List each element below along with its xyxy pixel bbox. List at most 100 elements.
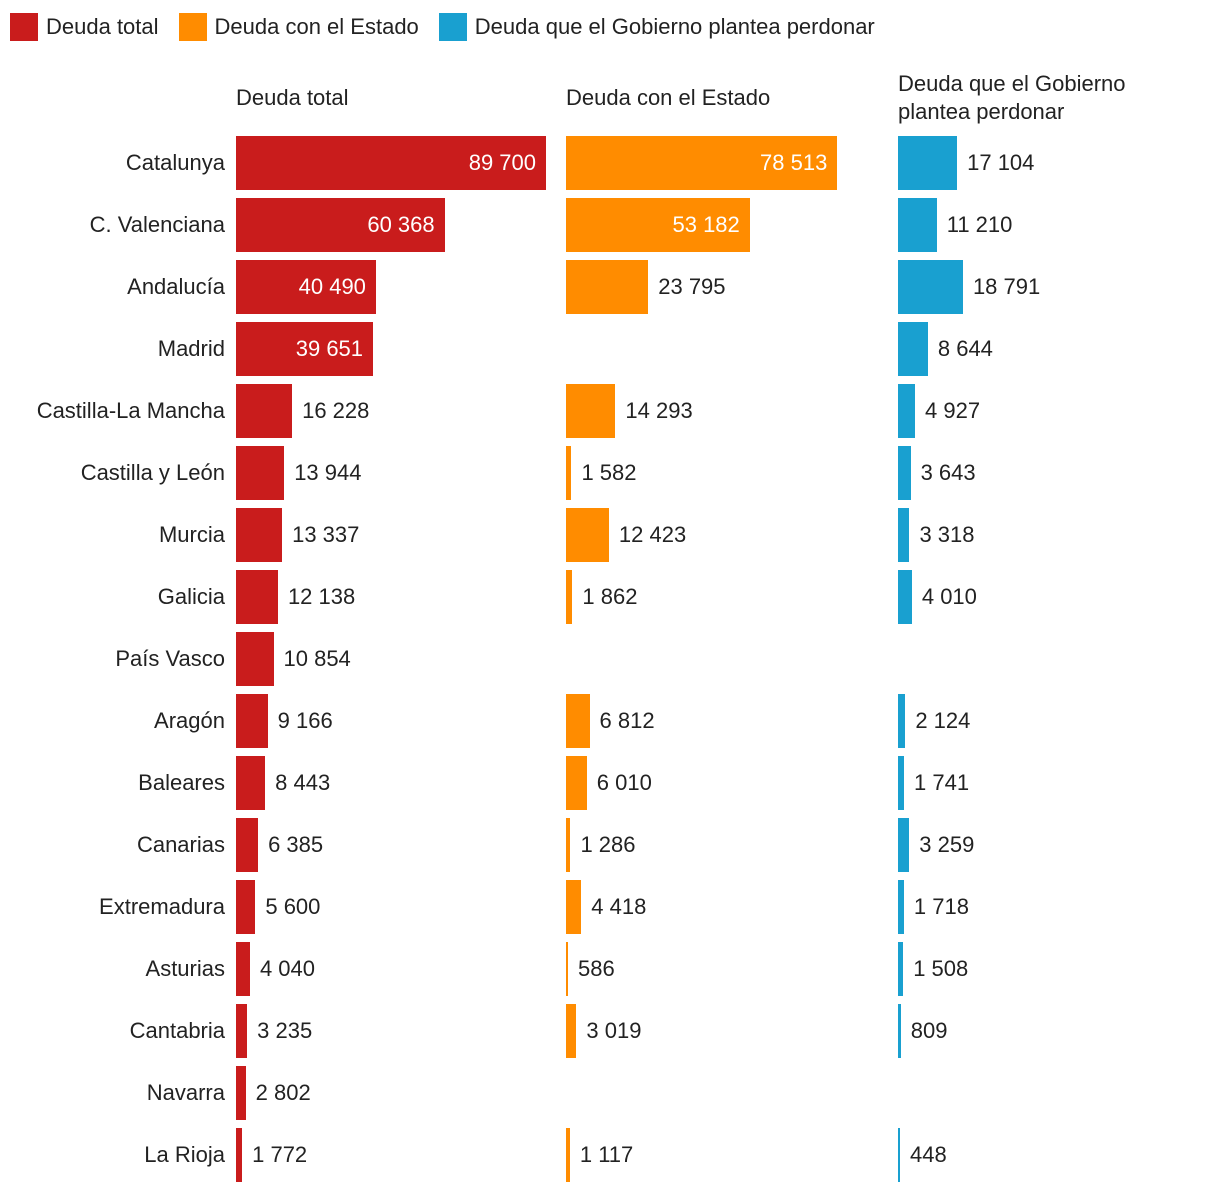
category-label: C. Valenciana bbox=[89, 212, 225, 237]
bar-deuda-perdonar bbox=[898, 756, 905, 810]
bar-deuda-total bbox=[236, 570, 278, 624]
value-label-deuda-perdonar: 2 124 bbox=[915, 708, 971, 733]
value-label-deuda-total: 40 490 bbox=[298, 274, 366, 299]
bar-deuda-estado bbox=[566, 942, 569, 996]
value-label-deuda-perdonar: 448 bbox=[910, 1142, 947, 1167]
value-label-deuda-estado: 6 010 bbox=[596, 770, 652, 795]
category-label: La Rioja bbox=[144, 1142, 225, 1167]
value-label-deuda-total: 3 235 bbox=[257, 1018, 313, 1043]
column-title-deuda-perdonar: Deuda que el Gobierno plantea perdonar bbox=[898, 70, 1126, 126]
legend-label-deuda-perdonar: Deuda que el Gobierno plantea perdonar bbox=[474, 14, 875, 39]
value-label-deuda-total: 6 385 bbox=[268, 832, 324, 857]
bar-deuda-total bbox=[236, 260, 376, 314]
value-label-deuda-estado: 1 286 bbox=[580, 832, 636, 857]
bar-deuda-estado bbox=[566, 880, 582, 934]
value-label-deuda-estado: 4 418 bbox=[591, 894, 647, 919]
value-label-deuda-total: 13 944 bbox=[294, 460, 362, 485]
value-label-deuda-perdonar: 1 718 bbox=[913, 894, 969, 919]
value-label-deuda-total: 16 228 bbox=[302, 398, 370, 423]
bar-deuda-total bbox=[236, 384, 293, 438]
column-title-deuda-total: Deuda total bbox=[236, 85, 349, 110]
bar-deuda-perdonar bbox=[898, 260, 963, 314]
category-label: País Vasco bbox=[115, 646, 225, 671]
value-label-deuda-total: 10 854 bbox=[283, 646, 351, 671]
value-label-deuda-perdonar: 3 318 bbox=[919, 522, 975, 547]
bar-deuda-estado bbox=[566, 1004, 577, 1058]
bar-deuda-total bbox=[236, 756, 266, 810]
category-label: Cantabria bbox=[129, 1018, 225, 1043]
bar-deuda-perdonar bbox=[898, 818, 910, 872]
value-label-deuda-perdonar: 809 bbox=[910, 1018, 948, 1043]
bar-deuda-estado bbox=[566, 1128, 570, 1182]
category-label: Canarias bbox=[136, 832, 225, 857]
category-label: Galicia bbox=[157, 584, 225, 609]
value-label-deuda-total: 9 166 bbox=[277, 708, 333, 733]
legend-swatch-deuda-total bbox=[10, 13, 38, 41]
legend-item-deuda-perdonar: Deuda que el Gobierno plantea perdonar bbox=[438, 13, 875, 41]
value-label-deuda-perdonar: 17 104 bbox=[967, 150, 1035, 175]
bar-deuda-total bbox=[236, 322, 374, 376]
bar-deuda-total bbox=[236, 694, 268, 748]
category-label: Aragón bbox=[154, 708, 225, 733]
bar-deuda-perdonar bbox=[898, 570, 912, 624]
bar-deuda-total bbox=[236, 198, 445, 252]
value-label-deuda-total: 1 772 bbox=[252, 1142, 308, 1167]
bar-deuda-total bbox=[236, 508, 283, 562]
value-label-deuda-total: 39 651 bbox=[295, 336, 364, 361]
bar-deuda-estado bbox=[566, 756, 587, 810]
category-label: Baleares bbox=[138, 770, 225, 795]
value-label-deuda-estado: 53 182 bbox=[672, 212, 740, 237]
bar-deuda-total bbox=[236, 632, 274, 686]
bar-deuda-estado bbox=[566, 384, 616, 438]
legend: Deuda total Deuda con el Estado Deuda qu… bbox=[10, 10, 895, 44]
category-label: Madrid bbox=[157, 336, 225, 361]
bar-deuda-estado bbox=[566, 508, 609, 562]
value-label-deuda-total: 8 443 bbox=[275, 770, 331, 795]
legend-item-deuda-total: Deuda total bbox=[10, 13, 159, 41]
bar-deuda-perdonar bbox=[898, 136, 958, 190]
value-label-deuda-estado: 1 117 bbox=[579, 1142, 634, 1167]
legend-item-deuda-estado: Deuda con el Estado bbox=[178, 13, 419, 41]
value-label-deuda-perdonar: 3 643 bbox=[920, 460, 976, 485]
value-label-deuda-perdonar: 18 791 bbox=[972, 274, 1041, 299]
column-title-line-2: plantea perdonar bbox=[898, 99, 1065, 124]
bar-deuda-perdonar bbox=[898, 322, 928, 376]
bar-deuda-total bbox=[236, 136, 546, 190]
bar-deuda-perdonar bbox=[898, 694, 906, 748]
value-label-deuda-estado: 78 513 bbox=[760, 150, 828, 175]
value-label-deuda-estado: 6 812 bbox=[599, 708, 655, 733]
legend-label-deuda-estado: Deuda con el Estado bbox=[214, 14, 419, 39]
bar-deuda-estado bbox=[566, 818, 571, 872]
value-label-deuda-total: 2 802 bbox=[255, 1080, 311, 1105]
bar-deuda-estado bbox=[566, 570, 573, 624]
value-label-deuda-estado: 12 423 bbox=[618, 522, 687, 547]
column-title-line-1: Deuda que el Gobierno bbox=[898, 71, 1126, 96]
category-label: Asturias bbox=[145, 956, 225, 981]
bar-deuda-perdonar bbox=[898, 1004, 901, 1058]
bar-deuda-estado bbox=[566, 198, 750, 252]
value-label-deuda-estado: 3 019 bbox=[586, 1018, 642, 1043]
value-label-deuda-total: 5 600 bbox=[265, 894, 321, 919]
value-label-deuda-perdonar: 4 010 bbox=[921, 584, 977, 609]
value-label-deuda-total: 60 368 bbox=[367, 212, 435, 237]
bar-deuda-estado bbox=[566, 694, 590, 748]
bar-deuda-perdonar bbox=[898, 384, 916, 438]
bar-deuda-perdonar bbox=[898, 1128, 900, 1182]
bar-deuda-total bbox=[236, 880, 256, 934]
value-label-deuda-estado: 1 582 bbox=[581, 460, 637, 485]
category-label: Castilla y León bbox=[80, 460, 225, 485]
column-title-deuda-estado: Deuda con el Estado bbox=[566, 85, 771, 110]
bar-deuda-total bbox=[236, 1128, 243, 1182]
category-label: Navarra bbox=[146, 1080, 225, 1105]
bar-deuda-perdonar bbox=[898, 880, 904, 934]
bar-deuda-total bbox=[236, 1066, 246, 1120]
bar-deuda-perdonar bbox=[898, 446, 911, 500]
bar-deuda-total bbox=[236, 818, 259, 872]
bar-deuda-total bbox=[236, 446, 285, 500]
category-label: Castilla-La Mancha bbox=[36, 398, 225, 423]
legend-swatch-deuda-perdonar bbox=[438, 13, 467, 41]
value-label-deuda-total: 4 040 bbox=[259, 956, 316, 981]
category-label: Extremadura bbox=[99, 894, 225, 919]
value-label-deuda-perdonar: 1 508 bbox=[913, 956, 969, 981]
value-label-deuda-perdonar: 11 210 bbox=[946, 212, 1013, 237]
